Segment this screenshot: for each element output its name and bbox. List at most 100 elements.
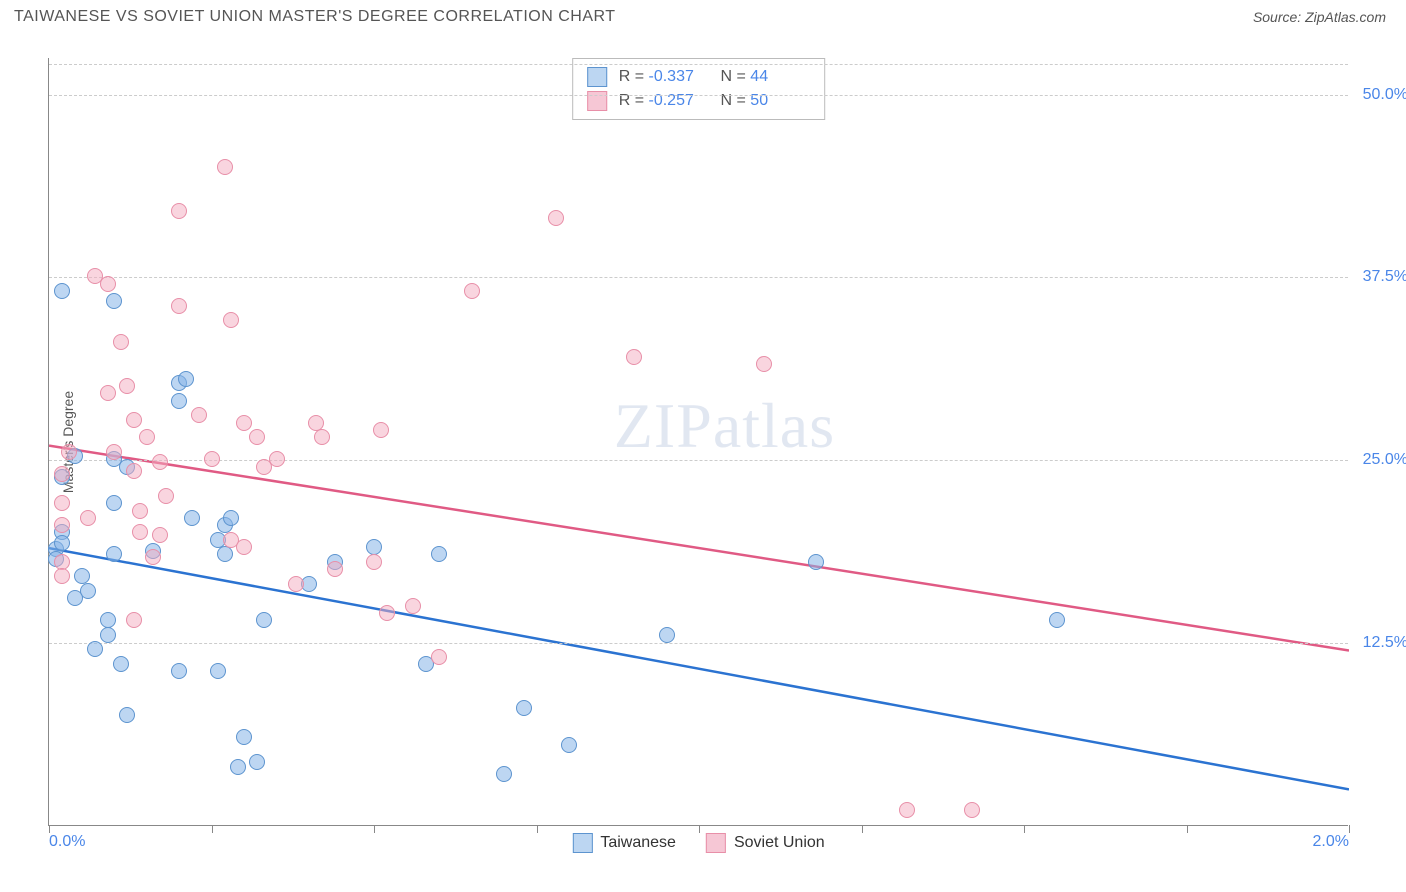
data-point bbox=[100, 276, 116, 292]
xtick-label: 0.0% bbox=[49, 833, 85, 851]
data-point bbox=[54, 535, 70, 551]
data-point bbox=[106, 546, 122, 562]
data-point bbox=[158, 488, 174, 504]
data-point bbox=[54, 568, 70, 584]
data-point bbox=[204, 451, 220, 467]
data-point bbox=[87, 641, 103, 657]
data-point bbox=[132, 503, 148, 519]
gridline bbox=[49, 64, 1348, 65]
data-point bbox=[223, 510, 239, 526]
data-point bbox=[171, 663, 187, 679]
data-point bbox=[171, 393, 187, 409]
data-point bbox=[431, 649, 447, 665]
data-point bbox=[516, 700, 532, 716]
xtick bbox=[537, 825, 538, 833]
data-point bbox=[964, 802, 980, 818]
data-point bbox=[106, 444, 122, 460]
ytick-label: 37.5% bbox=[1363, 268, 1406, 286]
gridline bbox=[49, 460, 1348, 461]
data-point bbox=[106, 495, 122, 511]
data-point bbox=[119, 707, 135, 723]
data-point bbox=[171, 298, 187, 314]
watermark: ZIPatlas bbox=[614, 389, 835, 463]
data-point bbox=[223, 312, 239, 328]
legend-label-2: Soviet Union bbox=[734, 834, 825, 852]
data-point bbox=[230, 759, 246, 775]
data-point bbox=[236, 729, 252, 745]
data-point bbox=[659, 627, 675, 643]
xtick bbox=[49, 825, 50, 833]
data-point bbox=[119, 378, 135, 394]
source-label: Source: ZipAtlas.com bbox=[1253, 9, 1386, 25]
stats-row-2: R = -0.257 N = 50 bbox=[587, 89, 811, 113]
series-legend: Taiwanese Soviet Union bbox=[572, 833, 824, 853]
data-point bbox=[548, 210, 564, 226]
data-point bbox=[126, 463, 142, 479]
xtick bbox=[1024, 825, 1025, 833]
data-point bbox=[178, 371, 194, 387]
trend-lines bbox=[49, 58, 1349, 826]
data-point bbox=[152, 454, 168, 470]
data-point bbox=[113, 334, 129, 350]
data-point bbox=[1049, 612, 1065, 628]
r-value-1: -0.337 bbox=[649, 68, 709, 86]
data-point bbox=[113, 656, 129, 672]
data-point bbox=[256, 612, 272, 628]
xtick bbox=[1349, 825, 1350, 833]
data-point bbox=[217, 546, 233, 562]
data-point bbox=[464, 283, 480, 299]
data-point bbox=[236, 539, 252, 555]
data-point bbox=[54, 554, 70, 570]
chart-container: Master's Degree ZIPatlas R = -0.337 N = … bbox=[48, 48, 1348, 826]
n-label-1: N = bbox=[721, 68, 751, 85]
data-point bbox=[184, 510, 200, 526]
data-point bbox=[139, 429, 155, 445]
data-point bbox=[100, 612, 116, 628]
data-point bbox=[808, 554, 824, 570]
data-point bbox=[152, 527, 168, 543]
data-point bbox=[899, 802, 915, 818]
stats-legend: R = -0.337 N = 44 R = -0.257 N = 50 bbox=[572, 58, 826, 120]
data-point bbox=[405, 598, 421, 614]
xtick bbox=[862, 825, 863, 833]
swatch-series-1 bbox=[587, 67, 607, 87]
ytick-label: 50.0% bbox=[1363, 86, 1406, 104]
data-point bbox=[54, 283, 70, 299]
data-point bbox=[126, 612, 142, 628]
legend-item-1: Taiwanese bbox=[572, 833, 676, 853]
data-point bbox=[249, 754, 265, 770]
data-point bbox=[61, 444, 77, 460]
stats-row-1: R = -0.337 N = 44 bbox=[587, 65, 811, 89]
data-point bbox=[191, 407, 207, 423]
data-point bbox=[366, 539, 382, 555]
data-point bbox=[314, 429, 330, 445]
trendline bbox=[49, 548, 1349, 789]
data-point bbox=[126, 412, 142, 428]
data-point bbox=[54, 495, 70, 511]
data-point bbox=[366, 554, 382, 570]
data-point bbox=[288, 576, 304, 592]
legend-swatch-1 bbox=[572, 833, 592, 853]
data-point bbox=[54, 466, 70, 482]
xtick bbox=[374, 825, 375, 833]
data-point bbox=[431, 546, 447, 562]
gridline bbox=[49, 643, 1348, 644]
legend-label-1: Taiwanese bbox=[600, 834, 676, 852]
gridline bbox=[49, 95, 1348, 96]
data-point bbox=[269, 451, 285, 467]
n-value-1: 44 bbox=[750, 68, 810, 86]
data-point bbox=[308, 415, 324, 431]
r-label-1: R = bbox=[619, 68, 649, 85]
data-point bbox=[100, 627, 116, 643]
data-point bbox=[106, 293, 122, 309]
data-point bbox=[217, 159, 233, 175]
data-point bbox=[145, 549, 161, 565]
legend-swatch-2 bbox=[706, 833, 726, 853]
plot-area: Master's Degree ZIPatlas R = -0.337 N = … bbox=[48, 58, 1348, 826]
data-point bbox=[327, 561, 343, 577]
chart-title: TAIWANESE VS SOVIET UNION MASTER'S DEGRE… bbox=[14, 8, 616, 26]
ytick-label: 25.0% bbox=[1363, 451, 1406, 469]
data-point bbox=[171, 203, 187, 219]
source-value: ZipAtlas.com bbox=[1305, 9, 1386, 25]
data-point bbox=[379, 605, 395, 621]
